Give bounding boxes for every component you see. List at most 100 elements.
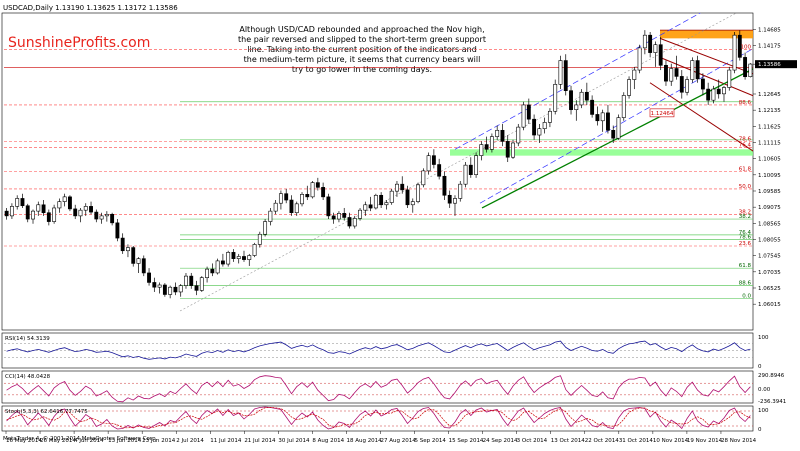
candle-body	[579, 91, 584, 106]
candle-body	[532, 118, 537, 136]
candle-body	[31, 210, 35, 220]
candle-body	[300, 194, 304, 205]
candle-body	[263, 221, 268, 235]
price-pane: 10088.678.676.461.850.038.223.638.276.47…	[4, 13, 753, 312]
candle-body	[46, 212, 51, 222]
candle-body	[574, 104, 579, 110]
candle-body	[627, 79, 631, 96]
x-tick-label: 2 Jul 2014	[176, 438, 204, 444]
x-tick-label: 3 Oct 2014	[517, 438, 548, 444]
x-tick-label: 11 Jul 2014	[210, 438, 242, 444]
x-tick-label: 24 Sep 2014	[483, 438, 518, 444]
candle-body	[748, 63, 753, 78]
cci-title: CCI(14) 48.0428	[5, 374, 51, 380]
candle-body	[395, 183, 399, 192]
candle-body	[600, 112, 605, 122]
candle-body	[437, 164, 442, 177]
candle-body	[569, 90, 573, 110]
brand-logo-text: SunshineProfits.com	[8, 35, 150, 51]
brand-logo: SunshineProfits.com	[8, 35, 150, 51]
candle-body	[700, 78, 705, 90]
candle-body	[558, 60, 563, 85]
candle-body	[743, 57, 748, 78]
support-zone	[450, 149, 753, 156]
y-tick-label: 1.10095	[758, 173, 781, 179]
candle-body	[737, 34, 742, 58]
mid-channel-line	[179, 13, 737, 312]
candle-body	[421, 170, 426, 186]
candle-body	[606, 112, 610, 131]
candle-body	[537, 128, 542, 136]
y-tick-label: 1.08565	[758, 221, 781, 227]
rsi-title: RSI(14) 54.3139	[5, 336, 50, 342]
stoch-signal-line	[6, 406, 751, 429]
candle-body	[52, 207, 57, 222]
fib-label-a-0: 100	[741, 44, 752, 50]
stoch-axis-min: 0	[758, 427, 762, 433]
fib-label-b-2: 38.2	[739, 214, 751, 220]
level-box-label: 1.12464	[651, 111, 674, 117]
candle-body	[36, 204, 41, 212]
candle-body	[447, 194, 452, 204]
y-tick-label: 1.09585	[758, 189, 781, 195]
x-tick-label: 19 Nov 2014	[687, 438, 723, 444]
candle-body	[479, 144, 484, 156]
candle-body	[547, 110, 552, 123]
rsi-axis-min: 0	[758, 364, 762, 370]
candle-body	[722, 87, 726, 95]
candle-body	[511, 142, 515, 158]
candle-body	[363, 204, 368, 211]
pane-frame-cci	[1, 370, 754, 404]
x-tick-label: 31 Oct 2014	[619, 438, 654, 444]
candle-body	[120, 237, 125, 252]
candle-body	[104, 213, 109, 217]
y-tick-label: 1.11625	[758, 124, 781, 130]
candle-body	[732, 34, 737, 71]
candle-body	[215, 260, 220, 274]
candle-body	[168, 286, 173, 295]
candle-body	[268, 210, 273, 222]
candle-body	[690, 60, 695, 80]
candle-body	[621, 95, 626, 118]
y-tick-label: 1.11115	[758, 140, 781, 146]
candle-body	[184, 275, 188, 286]
candle-body	[289, 199, 294, 214]
candle-body	[368, 204, 373, 209]
candle-body	[157, 284, 162, 288]
candle-body	[553, 84, 558, 112]
y-tick-label: 1.06015	[758, 302, 781, 308]
fib-label-a-6: 38.2	[739, 209, 751, 215]
candle-body	[315, 182, 320, 188]
candle-body	[505, 141, 510, 158]
x-tick-label: 21 Jul 2014	[244, 438, 276, 444]
candle-body	[25, 205, 30, 220]
x-tick-label: 13 Oct 2014	[551, 438, 586, 444]
x-tick-label: 4 Jun 2014	[74, 438, 104, 444]
annotation-line-2: the pair reversed and slipped to the sho…	[238, 35, 486, 44]
candle-body	[616, 117, 621, 139]
candle-body	[521, 104, 526, 128]
candle-body	[73, 208, 78, 217]
x-tick-label: 5 Sep 2014	[415, 438, 447, 444]
x-tick-label: 18 Aug 2014	[346, 438, 382, 444]
y-tick-label: 1.12135	[758, 108, 781, 114]
y-tick-label: 1.06525	[758, 286, 781, 292]
y-tick-label: 1.14175	[758, 43, 781, 49]
red-channel-lower	[649, 82, 753, 152]
fib-label-b-5: 61.8	[739, 263, 752, 269]
candle-body	[310, 182, 315, 198]
candle-body	[685, 79, 690, 93]
candle-body	[405, 189, 410, 206]
stoch-axis-max: 100	[758, 408, 769, 414]
candle-body	[542, 122, 547, 130]
candle-body	[131, 247, 136, 264]
candle-body	[516, 126, 521, 144]
candle-body	[284, 193, 289, 201]
candle-body	[326, 196, 331, 217]
candle-body	[347, 217, 352, 227]
candle-body	[321, 187, 326, 198]
candle-body	[358, 209, 362, 219]
footer-copyright: MetaTrader 4, © 2001-2014 MetaQuotes Sof…	[3, 435, 158, 442]
